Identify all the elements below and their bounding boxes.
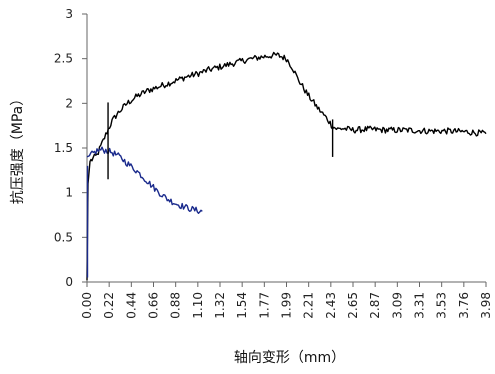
- x-tick-label: 3.09: [390, 292, 404, 319]
- y-tick-label: 1: [65, 186, 73, 200]
- x-tick-label: 3.53: [435, 292, 449, 319]
- x-tick-label: 0.88: [169, 292, 183, 319]
- x-tick-label: 0.66: [147, 292, 161, 319]
- x-axis-title: 轴向变形（mm）: [234, 350, 345, 366]
- series-layer: [86, 51, 487, 281]
- x-tick-label: 1.99: [280, 292, 294, 319]
- y-tick-label: 0: [65, 275, 73, 289]
- x-tick-label: 1.10: [191, 292, 205, 319]
- y-tick-label: 3: [65, 7, 73, 21]
- x-tick-label: 2.21: [302, 292, 316, 319]
- x-tick-label: 1.32: [213, 292, 227, 319]
- x-tick-label: 3.76: [457, 292, 471, 319]
- y-tick-label: 2.5: [54, 52, 73, 66]
- y-ticks: 0 0.5 1 1.5 2 2.5 3: [54, 7, 87, 289]
- x-tick-label: 2.65: [346, 292, 360, 319]
- x-tick-label: 0.22: [102, 292, 116, 319]
- x-ticks: 0.00 0.22 0.44 0.66 0.88 1.10 1.32 1.54 1.77 1.99…: [80, 282, 493, 319]
- y-tick-label: 1.5: [54, 141, 73, 155]
- x-tick-label: 1.77: [257, 292, 271, 319]
- x-tick-label: 0.00: [80, 292, 94, 319]
- x-tick-label: 2.43: [324, 292, 338, 319]
- series-line-1: [86, 146, 203, 214]
- x-tick-label: 0.44: [124, 292, 138, 319]
- axes: [86, 14, 486, 283]
- x-tick-label: 1.54: [235, 292, 249, 319]
- series-line-0: [86, 51, 487, 281]
- y-tick-label: 0.5: [54, 230, 73, 244]
- x-tick-label: 2.87: [368, 292, 382, 319]
- x-tick-label: 3.98: [479, 292, 493, 319]
- y-tick-label: 2: [65, 96, 73, 110]
- x-tick-label: 3.31: [413, 292, 427, 319]
- y-axis-title: 抗压强度（MPa）: [10, 92, 26, 204]
